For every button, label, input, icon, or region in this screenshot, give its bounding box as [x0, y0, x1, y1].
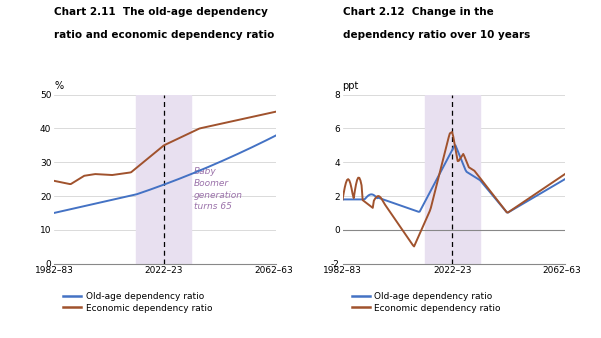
Text: Chart 2.11  The old-age dependency: Chart 2.11 The old-age dependency [54, 7, 268, 17]
Text: Chart 2.12  Change in the: Chart 2.12 Change in the [343, 7, 493, 17]
Bar [136, 95, 191, 264]
Text: ratio and economic dependency ratio: ratio and economic dependency ratio [54, 30, 275, 41]
Text: ppt: ppt [343, 81, 359, 91]
Legend: Old-age dependency ratio, Economic dependency ratio: Old-age dependency ratio, Economic depen… [63, 292, 212, 313]
Text: dependency ratio over 10 years: dependency ratio over 10 years [343, 30, 530, 41]
Text: %: % [54, 81, 63, 91]
Bar [425, 95, 480, 264]
Legend: Old-age dependency ratio, Economic dependency ratio: Old-age dependency ratio, Economic depen… [352, 292, 501, 313]
Text: Baby
Boomer
generation
turns 65: Baby Boomer generation turns 65 [194, 167, 243, 212]
